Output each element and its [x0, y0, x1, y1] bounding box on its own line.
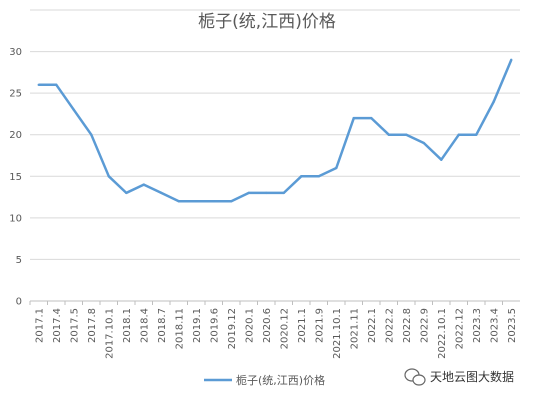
data-point — [510, 58, 513, 62]
data-point — [282, 191, 285, 195]
data-point — [195, 200, 198, 203]
data-point — [422, 141, 425, 145]
y-tick-label: 25 — [9, 89, 22, 100]
y-tick-label: 15 — [9, 172, 22, 183]
data-point — [370, 116, 373, 120]
x-tick-label: 2021.10.1 — [332, 308, 343, 359]
chart-title: 栀子(统,江西)价格 — [198, 12, 336, 32]
data-point — [107, 175, 110, 178]
data-point — [142, 183, 145, 186]
x-tick-label: 2020.1 — [244, 308, 255, 343]
y-axis-ticks: 0 5 10 15 20 25 30 — [9, 47, 22, 307]
x-tick-label: 2018.11 — [174, 308, 185, 349]
watermark: 天地云图大数据 — [404, 368, 514, 386]
legend: 栀子(统,江西)价格 — [204, 373, 325, 387]
data-point — [90, 133, 93, 136]
x-tick-label: 2019.6 — [209, 308, 220, 343]
data-point — [335, 166, 338, 170]
data-point — [212, 200, 215, 203]
data-point — [387, 133, 390, 136]
x-tick-label: 2022.9 — [419, 308, 430, 343]
data-point — [55, 83, 58, 87]
x-tick-label: 2019.12 — [227, 308, 238, 349]
series-line — [38, 59, 513, 203]
data-point — [405, 133, 408, 136]
y-tick-label: 0 — [16, 297, 22, 308]
data-point — [37, 83, 40, 87]
x-tick-label: 2022.8 — [402, 308, 413, 343]
watermark-text: 天地云图大数据 — [430, 369, 514, 384]
data-point — [177, 200, 180, 203]
x-tick-label: 2021.1 — [297, 308, 308, 343]
x-tick-label: 2017.8 — [87, 308, 98, 343]
data-point — [265, 191, 268, 195]
y-tick-label: 20 — [9, 130, 22, 141]
y-tick-label: 10 — [9, 213, 22, 224]
x-tick-label: 2022.1 — [367, 308, 378, 343]
x-tick-label: 2017.5 — [69, 308, 80, 343]
data-point — [230, 200, 233, 203]
data-point — [352, 116, 355, 120]
data-point — [457, 133, 460, 136]
data-point — [72, 108, 75, 111]
x-axis-ticks: 2017.1 2017.4 2017.5 2017.8 2017.10.1 2018.1 2… — [29, 301, 518, 359]
x-tick-label: 2017.1 — [34, 308, 45, 343]
x-tick-label: 2021.11 — [349, 308, 360, 349]
data-point — [317, 175, 320, 178]
x-tick-label: 2018.4 — [139, 308, 150, 343]
y-tick-label: 5 — [16, 255, 22, 266]
series-layer — [37, 58, 513, 203]
data-point — [125, 191, 128, 195]
x-tick-label: 2023.3 — [472, 308, 483, 343]
x-tick-label: 2022.2 — [384, 308, 395, 343]
data-point — [247, 191, 250, 195]
x-tick-label: 2018.7 — [157, 308, 168, 343]
x-tick-label: 2017.4 — [52, 308, 63, 343]
gridlines — [30, 9, 520, 302]
legend-label: 栀子(统,江西)价格 — [236, 373, 325, 387]
x-tick-label: 2020.6 — [262, 308, 273, 343]
data-point — [160, 191, 163, 195]
x-tick-label: 2021.9 — [314, 308, 325, 343]
x-tick-label: 2022.12 — [454, 308, 465, 349]
x-tick-label: 2023.4 — [489, 308, 500, 343]
data-point — [300, 175, 303, 178]
x-tick-label: 2022.10.1 — [437, 308, 448, 359]
x-tick-label: 2023.5 — [507, 308, 518, 343]
data-point — [492, 100, 495, 103]
x-tick-label: 2019.1 — [192, 308, 203, 343]
data-point — [440, 158, 443, 161]
wechat-icon — [404, 368, 426, 386]
x-tick-label: 2020.12 — [279, 308, 290, 349]
x-tick-label: 2018.1 — [122, 308, 133, 343]
y-tick-label: 30 — [9, 47, 22, 58]
data-point — [475, 133, 478, 136]
x-tick-label: 2017.10.1 — [104, 308, 115, 359]
